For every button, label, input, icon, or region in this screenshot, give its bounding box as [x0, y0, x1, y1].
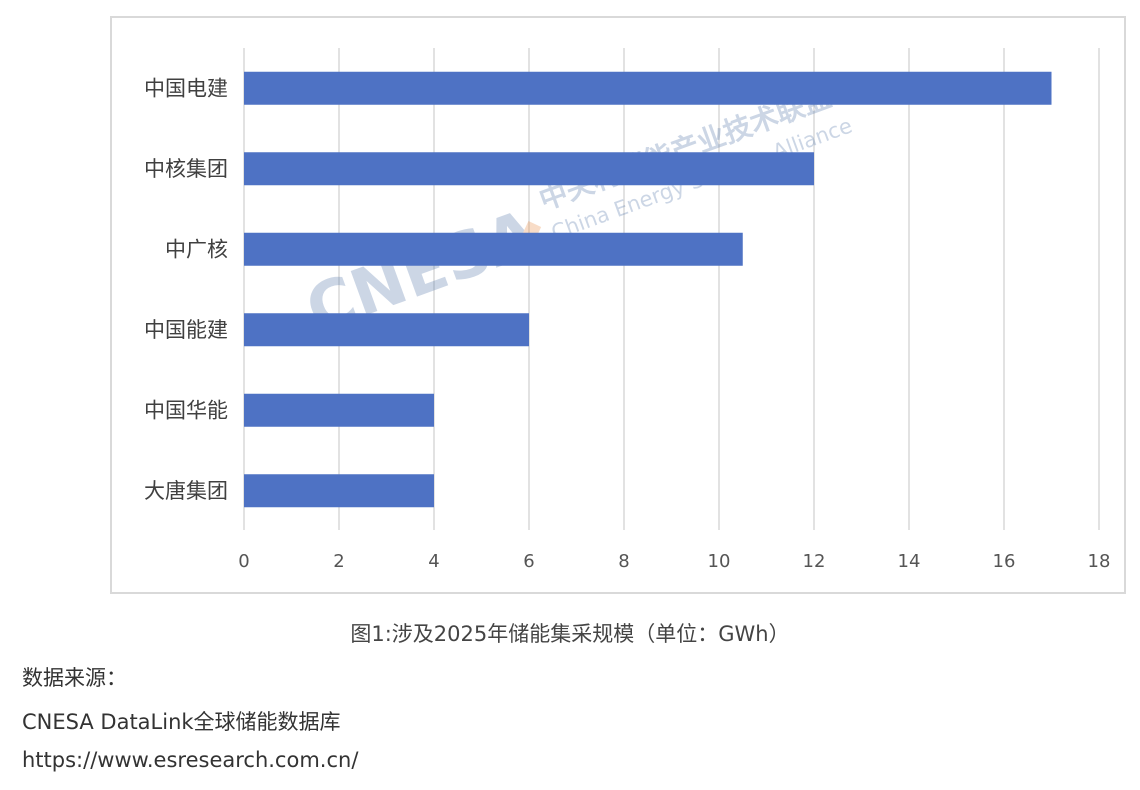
- x-tick-label: 16: [993, 551, 1016, 572]
- bar-1: [244, 152, 814, 186]
- category-label: 中广核: [165, 237, 228, 261]
- category-label: 中国电建: [144, 76, 228, 100]
- x-tick-label: 4: [428, 551, 439, 572]
- chart-caption: 图1:涉及2025年储能集采规模（单位：GWh）: [350, 622, 790, 646]
- category-label: 中国华能: [144, 398, 228, 422]
- bar-4: [244, 393, 434, 427]
- x-tick-label: 10: [708, 551, 731, 572]
- bar-5: [244, 474, 434, 508]
- bar-0: [244, 71, 1052, 105]
- category-label: 中核集团: [144, 157, 228, 181]
- category-label: 大唐集团: [144, 479, 228, 503]
- x-tick-label: 12: [803, 551, 826, 572]
- cnesa-watermark: CNESA 中关村储能产业技术联盟 China Energy Storage A…: [297, 80, 855, 348]
- bar-2: [244, 232, 743, 266]
- x-tick-label: 2: [333, 551, 344, 572]
- bars: [244, 71, 1052, 508]
- x-tick-label: 0: [238, 551, 249, 572]
- source-title: 数据来源：: [22, 666, 127, 690]
- x-tick-label: 18: [1088, 551, 1111, 572]
- source-database: CNESA DataLink全球储能数据库: [22, 710, 341, 734]
- bar-chart: CNESA 中关村储能产业技术联盟 China Energy Storage A…: [144, 48, 1110, 572]
- source-url[interactable]: https://www.esresearch.com.cn/: [22, 748, 359, 772]
- x-tick-label: 6: [523, 551, 534, 572]
- bar-3: [244, 313, 529, 347]
- x-tick-label: 8: [618, 551, 629, 572]
- gridlines: [243, 48, 1100, 530]
- x-axis-tick-labels: 0 2 4 6 8 10 12 14 16 18: [238, 551, 1110, 572]
- chart-frame: CNESA 中关村储能产业技术联盟 China Energy Storage A…: [110, 16, 1126, 594]
- x-tick-label: 14: [898, 551, 921, 572]
- category-label: 中国能建: [144, 318, 228, 342]
